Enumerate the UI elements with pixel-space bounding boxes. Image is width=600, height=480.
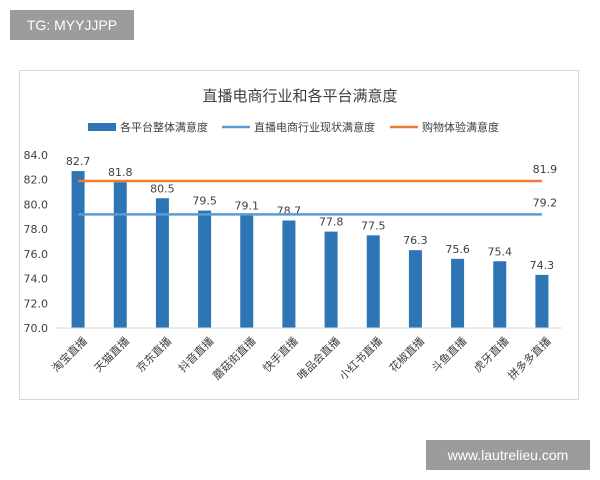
chart-title: 直播电商行业和各平台满意度 (202, 87, 397, 105)
chart-frame (19, 70, 579, 400)
x-tick-label: 天猫直播 (91, 334, 132, 375)
bar-value-label: 77.5 (361, 219, 386, 232)
bar-value-label: 81.8 (108, 166, 133, 179)
bar-value-label: 80.5 (150, 182, 175, 195)
bar (324, 231, 338, 328)
bar-value-label: 79.1 (235, 200, 260, 213)
legend-label-bar: 各平台整体满意度 (120, 120, 208, 134)
x-tick-label: 斗鱼直播 (428, 334, 469, 375)
x-tick-label: 淘宝直播 (49, 334, 90, 375)
x-tick-label: 蘑菇街直播 (210, 334, 259, 383)
shopping-satisfaction-line-label: 81.9 (533, 163, 558, 176)
y-axis: 70.0 72.0 74.0 76.0 78.0 80.0 82.0 84.0 (24, 149, 49, 335)
legend-swatch-bar (88, 123, 116, 131)
x-axis: 淘宝直播 天猫直播 京东直播 抖音直播蘑菇街直播 快手直播唯品会直播小红书直播 花椒直播斗… (49, 327, 562, 383)
bar (282, 220, 296, 328)
bars: 82.781.880.579.5 79.1 78.777.8 77.576.375.6… (66, 155, 554, 328)
industry-satisfaction-line-label: 79.2 (533, 196, 558, 209)
bar-value-label: 79.5 (192, 195, 217, 208)
x-tick-label: 唯品会直播 (294, 334, 343, 383)
watermark-site: www.lautrelieu.com (426, 440, 590, 470)
y-tick-label: 82.0 (24, 174, 49, 187)
x-tick-label: 虎牙直播 (471, 334, 512, 375)
bar (113, 182, 127, 328)
y-tick-label: 74.0 (24, 273, 49, 286)
x-tick-label: 小红书直播 (336, 334, 385, 383)
bar (240, 215, 254, 328)
x-tick-label: 拼多多直播 (505, 334, 554, 383)
bar (493, 261, 507, 328)
bar (451, 258, 465, 328)
x-tick-label: 快手直播 (260, 334, 301, 375)
bar (366, 235, 380, 328)
bar (198, 210, 212, 328)
y-tick-label: 78.0 (24, 223, 49, 236)
x-tick-label: 花椒直播 (386, 334, 427, 375)
bar (535, 274, 549, 328)
reference-lines: 79.2 81.9 (78, 163, 558, 216)
legend-label-industry-line: 直播电商行业现状满意度 (254, 120, 375, 134)
y-tick-label: 72.0 (24, 297, 49, 310)
bar (71, 171, 85, 328)
y-tick-label: 76.0 (24, 248, 49, 261)
bar (408, 250, 422, 328)
y-tick-label: 84.0 (24, 149, 49, 162)
y-tick-label: 80.0 (24, 198, 49, 211)
bar (155, 198, 169, 328)
bar-value-label: 82.7 (66, 155, 91, 168)
watermark-tag: TG: MYYJJPP (10, 10, 134, 40)
bar-value-label: 77.8 (319, 216, 344, 229)
bar-value-label: 76.3 (403, 234, 428, 247)
y-tick-label: 70.0 (24, 322, 49, 335)
bar-value-label: 74.3 (530, 259, 555, 272)
bar-value-label: 75.6 (445, 243, 470, 256)
x-tick-label: 京东直播 (133, 334, 174, 375)
legend-label-shopping-line: 购物体验满意度 (422, 120, 499, 134)
x-tick-label: 抖音直播 (175, 334, 216, 375)
bar-value-label: 75.4 (488, 245, 513, 258)
legend: 各平台整体满意度 直播电商行业现状满意度 购物体验满意度 (88, 120, 499, 134)
